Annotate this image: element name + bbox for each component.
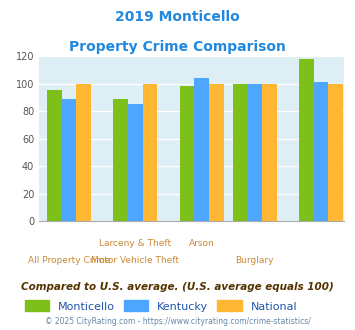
Bar [47,90,62,221]
Bar [233,83,247,221]
Text: Larceny & Theft: Larceny & Theft [99,239,171,248]
Bar [143,83,157,221]
Text: All Property Crime: All Property Crime [28,256,110,265]
Bar [128,104,143,221]
Bar [314,82,328,221]
Bar [209,83,224,221]
Text: Arson: Arson [189,239,214,248]
Bar [328,83,343,221]
Bar [299,59,314,221]
Text: Compared to U.S. average. (U.S. average equals 100): Compared to U.S. average. (U.S. average … [21,282,334,292]
Text: Motor Vehicle Theft: Motor Vehicle Theft [91,256,179,265]
Bar [247,83,262,221]
Text: 2019 Monticello: 2019 Monticello [115,10,240,24]
Text: © 2025 CityRating.com - https://www.cityrating.com/crime-statistics/: © 2025 CityRating.com - https://www.city… [45,317,310,326]
Legend: Monticello, Kentucky, National: Monticello, Kentucky, National [20,296,302,316]
Bar [113,99,128,221]
Bar [76,83,91,221]
Text: Burglary: Burglary [235,256,274,265]
Text: Property Crime Comparison: Property Crime Comparison [69,40,286,53]
Bar [62,99,76,221]
Bar [262,83,277,221]
Bar [194,78,209,221]
Bar [180,86,194,221]
